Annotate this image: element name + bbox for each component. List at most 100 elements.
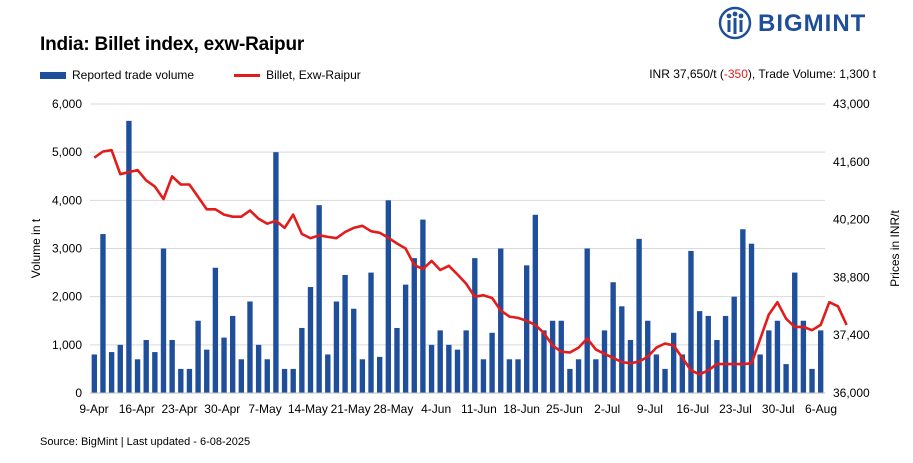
volume-bar bbox=[774, 320, 781, 393]
volume-bar bbox=[420, 219, 426, 393]
volume-bar bbox=[558, 320, 564, 393]
x-tick-label: 30-Apr bbox=[204, 402, 240, 416]
volume-bar bbox=[402, 284, 409, 393]
volume-bar bbox=[636, 238, 642, 393]
summary-suffix: ), Trade Volume: 1,300 t bbox=[747, 67, 876, 81]
price-series-line bbox=[93, 148, 848, 376]
volume-bar bbox=[307, 287, 314, 393]
volume-bar bbox=[679, 354, 686, 393]
volume-bar bbox=[575, 359, 582, 393]
volume-bar bbox=[541, 330, 547, 393]
volume-bar bbox=[91, 354, 98, 393]
volume-bar bbox=[705, 315, 711, 393]
x-tick-label: 4-Jun bbox=[421, 402, 451, 416]
volume-bar bbox=[446, 344, 452, 393]
volume-bar bbox=[454, 349, 461, 393]
x-tick-label: 2-Jul bbox=[594, 402, 620, 416]
volume-bar bbox=[394, 327, 400, 393]
volume-bar bbox=[523, 265, 530, 393]
volume-bar bbox=[186, 368, 193, 393]
volume-bar bbox=[714, 340, 720, 393]
legend-label-price: Billet, Exw-Raipur bbox=[266, 68, 361, 82]
volume-bar bbox=[472, 258, 478, 393]
x-tick-label: 14-May bbox=[288, 402, 328, 416]
volume-bar bbox=[480, 359, 487, 393]
volume-bar bbox=[376, 356, 383, 393]
legend-item-volume: Reported trade volume bbox=[40, 68, 194, 82]
chart-title: India: Billet index, exw-Raipur bbox=[40, 34, 305, 55]
right-tick-label: 41,600 bbox=[833, 155, 870, 169]
volume-bar bbox=[696, 311, 703, 393]
volume-bar bbox=[273, 152, 279, 393]
volume-bar bbox=[817, 330, 824, 393]
x-tick-label: 25-Jun bbox=[546, 402, 583, 416]
volume-bar bbox=[100, 234, 106, 393]
volume-bar bbox=[783, 364, 789, 393]
chart-legend: Reported trade volume Billet, Exw-Raipur bbox=[40, 68, 401, 82]
volume-bar bbox=[117, 344, 123, 393]
x-tick-label: 16-Apr bbox=[119, 402, 155, 416]
volume-bar bbox=[792, 272, 798, 393]
gridlines bbox=[90, 103, 825, 346]
volume-bar bbox=[134, 359, 141, 393]
right-tick-label: 43,000 bbox=[833, 97, 870, 111]
x-tick-label: 28-May bbox=[373, 402, 413, 416]
volume-bar bbox=[368, 272, 374, 393]
volume-bar bbox=[204, 349, 210, 393]
volume-bar bbox=[437, 330, 443, 393]
volume-bar bbox=[351, 308, 357, 393]
volume-bar bbox=[143, 340, 149, 393]
right-tick-label: 36,000 bbox=[833, 386, 870, 400]
x-tick-label: 9-Apr bbox=[79, 402, 108, 416]
left-tick-label: 3,000 bbox=[52, 242, 82, 256]
volume-bar bbox=[498, 248, 504, 393]
right-axis-label: Prices in INR/t bbox=[888, 209, 902, 286]
right-tick-label: 37,400 bbox=[833, 328, 870, 342]
volume-bar bbox=[299, 327, 305, 393]
legend-swatch-line bbox=[234, 73, 261, 77]
volume-bar bbox=[800, 320, 807, 393]
x-tick-label: 18-Jun bbox=[503, 402, 540, 416]
left-tick-label: 1,000 bbox=[52, 338, 82, 352]
legend-swatch-bar bbox=[40, 71, 66, 79]
axes: 0 1,000 2,000 3,000 4,000 5,000 6,000 36,000 37,… bbox=[29, 97, 902, 416]
volume-bar bbox=[515, 359, 521, 393]
volume-bar bbox=[809, 368, 815, 393]
x-tick-label: 9-Jul bbox=[637, 402, 663, 416]
volume-bar bbox=[255, 344, 262, 393]
volume-bar bbox=[195, 320, 201, 393]
volume-bar bbox=[169, 340, 175, 393]
volume-bar bbox=[619, 306, 625, 393]
volume-bar bbox=[549, 320, 556, 393]
volume-bar bbox=[333, 301, 340, 393]
volume-bar bbox=[731, 296, 737, 393]
volume-bar bbox=[281, 368, 288, 393]
volume-bar bbox=[662, 368, 668, 393]
volume-bar bbox=[264, 359, 270, 393]
volume-bar bbox=[238, 359, 245, 393]
left-tick-label: 4,000 bbox=[52, 193, 82, 207]
volume-bar bbox=[489, 332, 495, 393]
volume-bar bbox=[567, 368, 573, 393]
volume-bar bbox=[670, 332, 677, 393]
source-note: Source: BigMint | Last updated - 6-08-20… bbox=[40, 436, 251, 448]
volume-bar bbox=[316, 205, 322, 393]
volume-bar bbox=[463, 330, 469, 393]
right-tick-label: 38,800 bbox=[833, 270, 870, 284]
volume-bar bbox=[342, 274, 348, 393]
volume-bar bbox=[359, 359, 366, 393]
volume-bar bbox=[247, 301, 253, 393]
volume-bar bbox=[722, 315, 729, 393]
price-summary: INR 37,650/t (-350), Trade Volume: 1,300… bbox=[649, 67, 876, 81]
x-tick-label: 6-Aug bbox=[805, 402, 837, 416]
volume-bar bbox=[178, 368, 184, 393]
legend-item-price: Billet, Exw-Raipur bbox=[234, 68, 361, 82]
brand-name: BIGMINT bbox=[758, 10, 867, 37]
volume-bar bbox=[221, 337, 227, 393]
x-tick-label: 11-Jun bbox=[461, 402, 497, 416]
volume-bar bbox=[584, 248, 590, 393]
volume-bar bbox=[601, 330, 608, 393]
volume-bar bbox=[126, 120, 132, 393]
volume-bar bbox=[108, 352, 115, 393]
